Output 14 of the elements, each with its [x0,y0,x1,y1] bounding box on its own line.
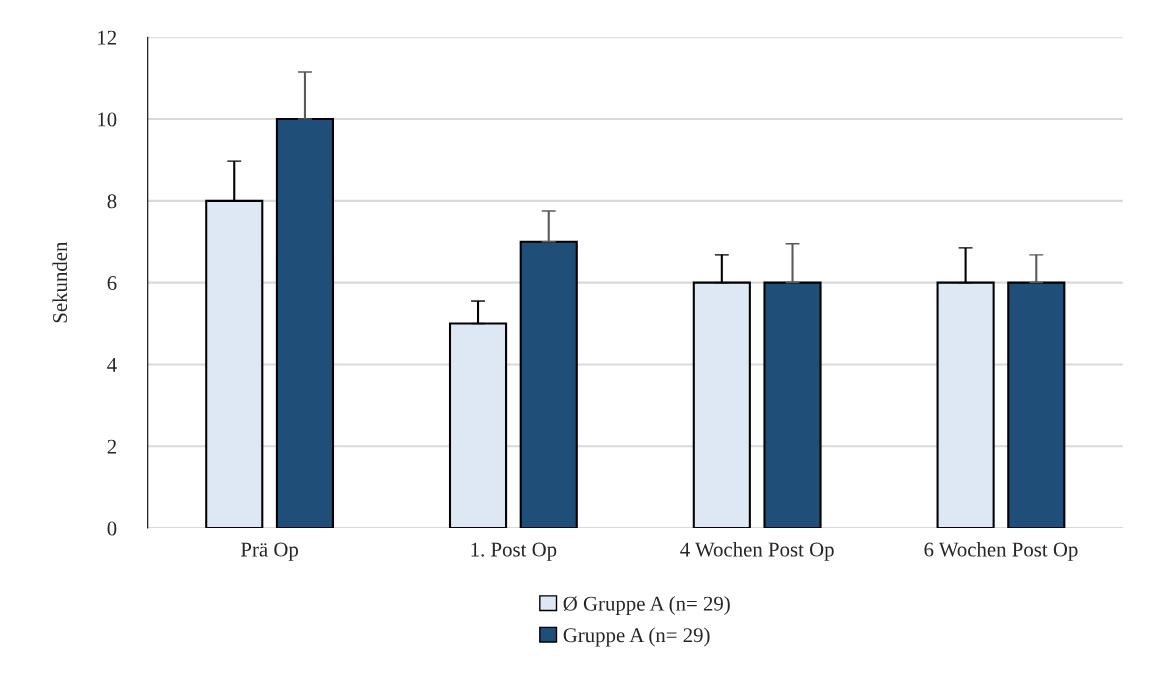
y-tick-label: 6 [107,276,117,291]
y-tick-label: 0 [107,521,117,536]
y-tick-label: 4 [107,357,117,372]
x-tick-label: 1. Post Op [471,542,557,561]
x-tick-label: Prä Op [240,542,299,561]
y-tick-label: 12 [98,30,117,45]
x-tick-label: 6 Wochen Post Op [924,541,1078,561]
legend-label: Gruppe A (n= 29) [563,627,710,647]
y-tick-label: 2 [107,439,117,454]
legend-label: Ø Gruppe A (n= 29) [563,596,730,615]
y-tick-label: 10 [98,112,117,127]
y-tick-label: 8 [107,194,117,209]
y-axis-title: Sekunden [52,241,68,323]
x-tick-label: 4 Wochen Post Op [680,541,834,561]
